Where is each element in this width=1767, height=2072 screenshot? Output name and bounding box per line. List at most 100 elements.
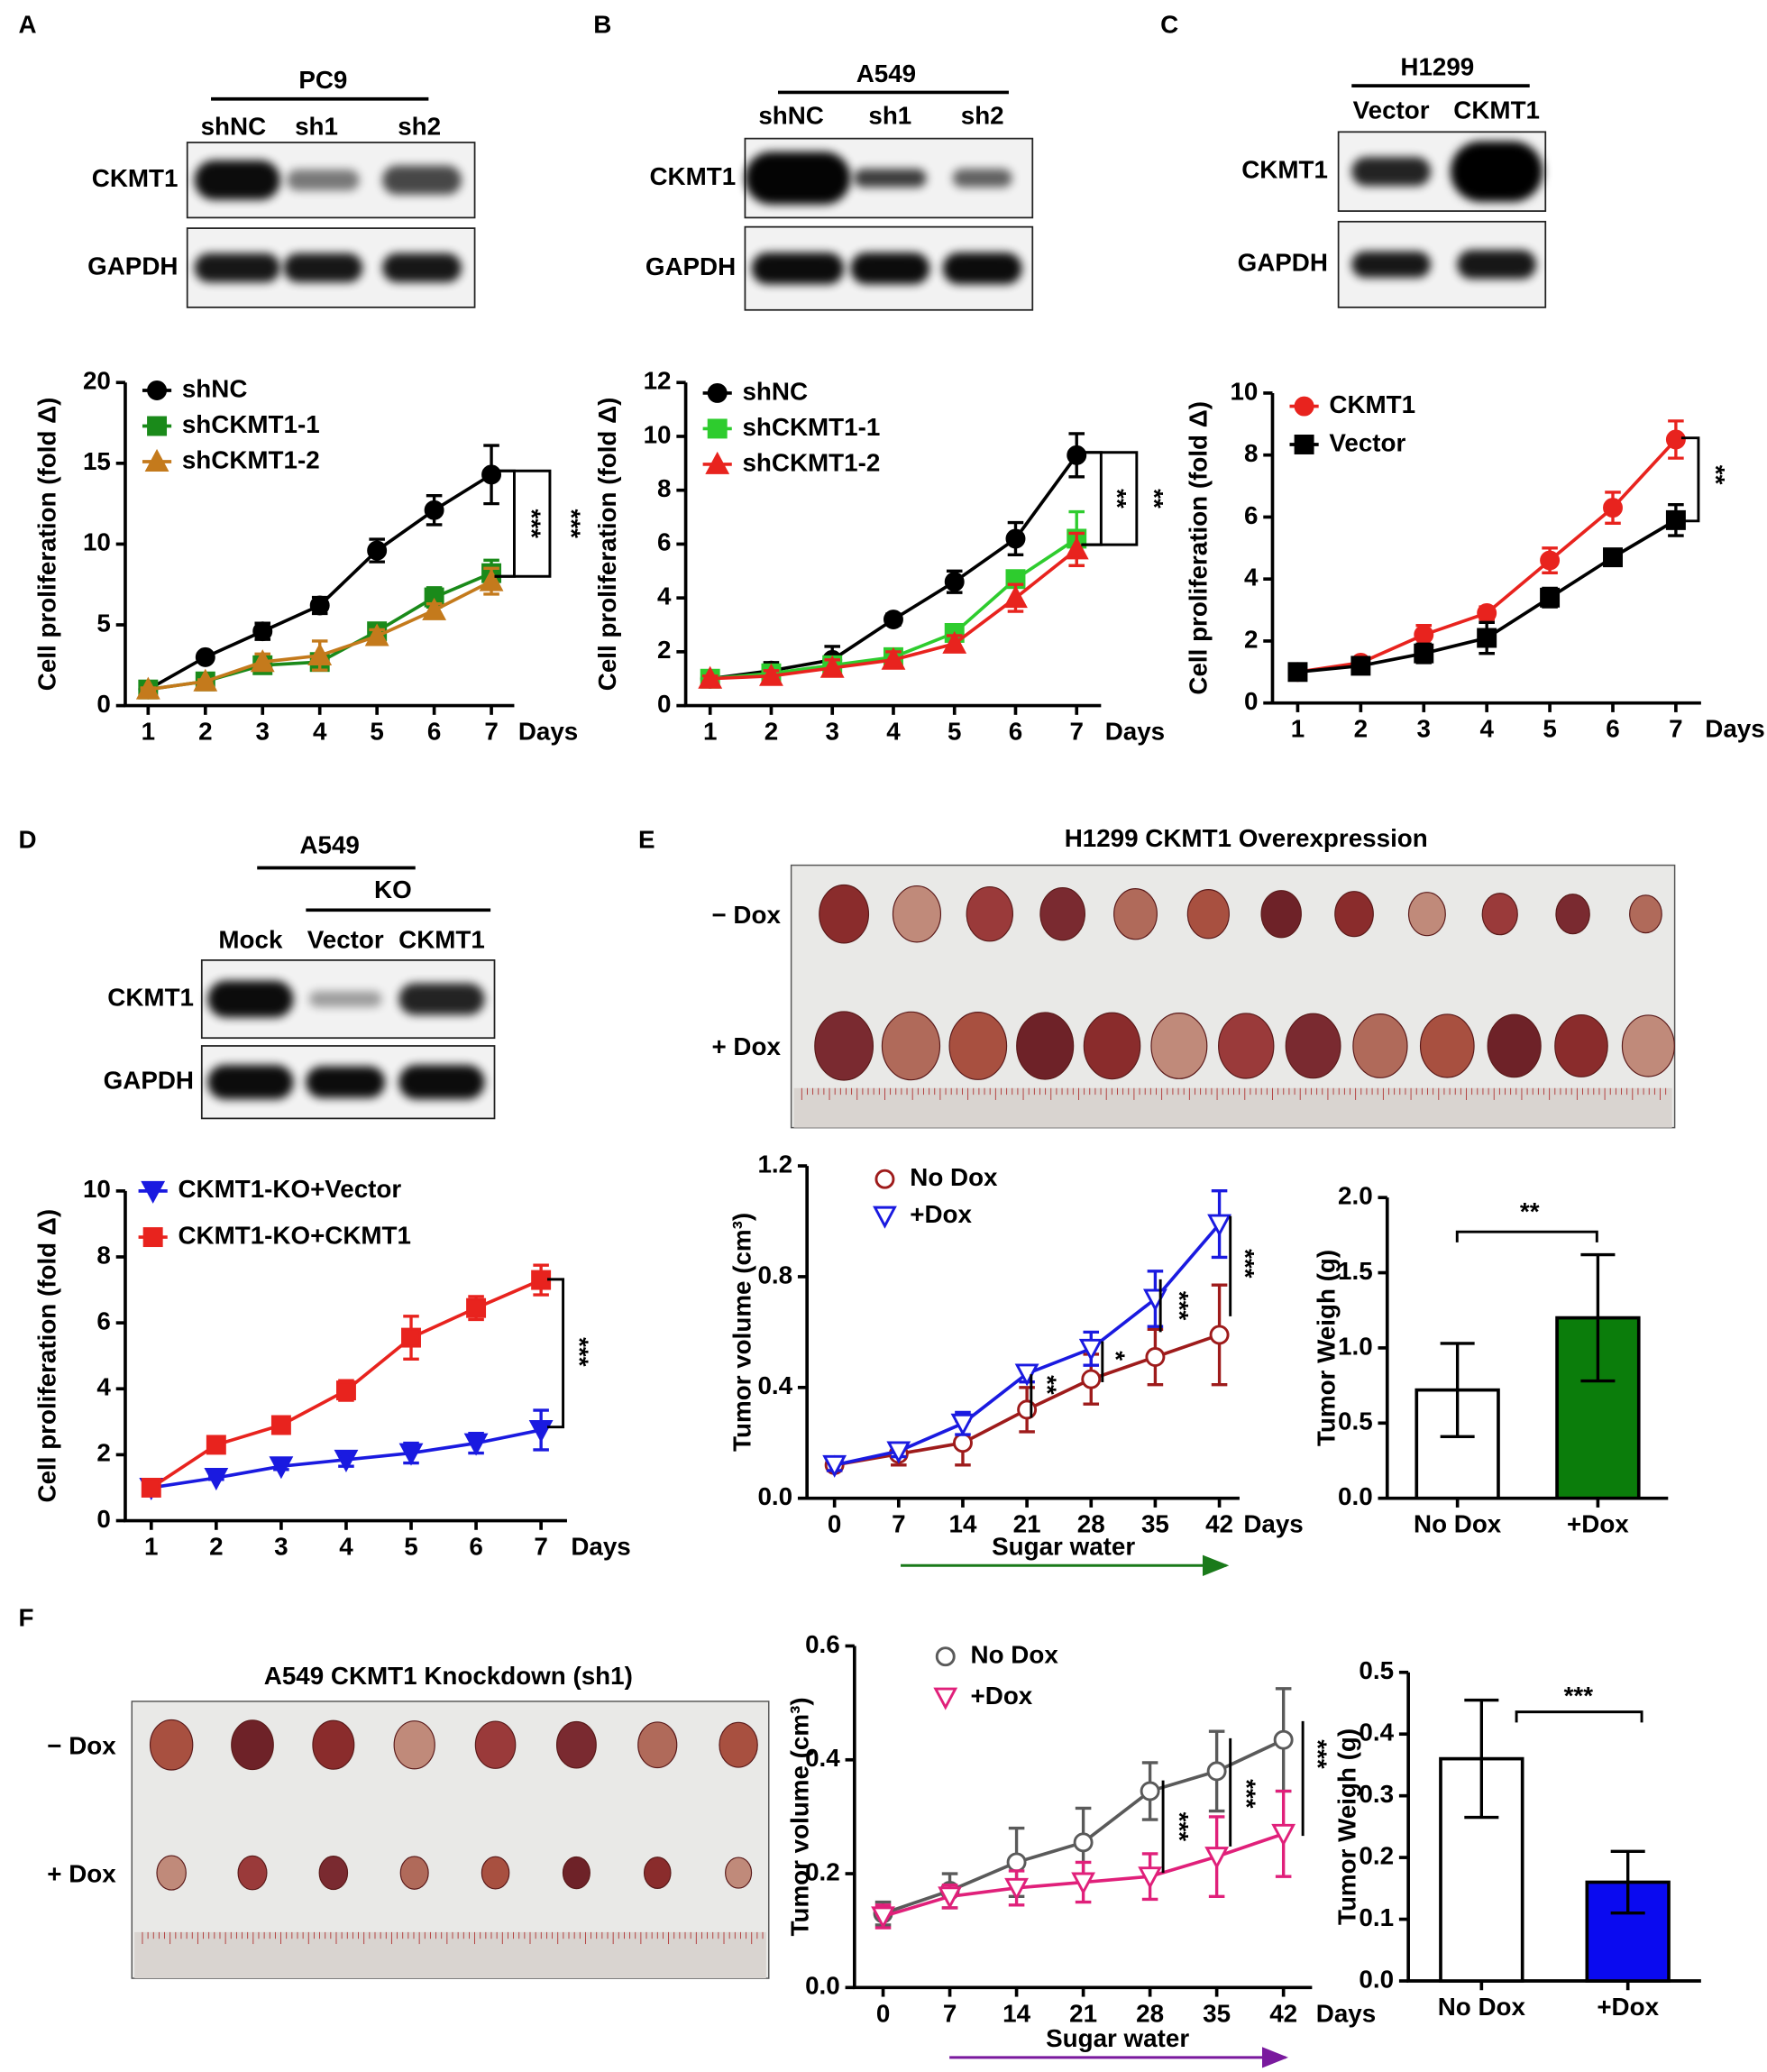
data-point	[1064, 536, 1089, 560]
legend-label: shNC	[182, 374, 248, 402]
data-point	[1477, 628, 1497, 648]
legend-marker	[707, 418, 728, 439]
y-tick-label: 0.8	[757, 1261, 792, 1288]
x-tick-label: 1	[142, 718, 155, 746]
legend-label: CKMT1	[1329, 390, 1415, 418]
lane-label: CKMT1	[398, 926, 485, 954]
x-tick-label: +Dox	[1597, 1993, 1659, 2021]
ruler	[134, 1931, 766, 1979]
data-point	[367, 540, 388, 561]
lane-label: sh2	[961, 102, 1004, 130]
panel-label: B	[593, 11, 611, 39]
x-tick-label: 7	[484, 718, 498, 746]
x-tick-label: 35	[1203, 1999, 1231, 2027]
blot-band	[942, 252, 1022, 285]
x-tick-label: 21	[1013, 1510, 1041, 1538]
significance-label: **	[1140, 489, 1168, 509]
data-point	[334, 1449, 359, 1472]
significance-bracket	[547, 1278, 565, 1429]
y-axis-label: Cell proliferation (fold Δ)	[32, 1209, 60, 1503]
tumor	[1629, 894, 1662, 934]
significance-bracket	[1455, 1230, 1598, 1242]
y-tick-label: 0	[96, 1505, 110, 1533]
legend-marker	[141, 1180, 166, 1204]
y-tick-label: 10	[1230, 377, 1258, 405]
data-point	[1287, 662, 1308, 683]
legend-label: No Dox	[910, 1163, 998, 1191]
y-tick-label: 0.2	[805, 1857, 840, 1885]
data-point	[1414, 643, 1434, 664]
y-tick-label: 2	[657, 636, 671, 664]
legend-label: shCKMT1-1	[742, 413, 880, 441]
tumor	[948, 1012, 1008, 1080]
tumor	[555, 1720, 597, 1769]
x-tick-label: 1	[1291, 715, 1305, 743]
x-tick-label: 28	[1136, 1999, 1164, 2027]
tumor	[399, 1856, 429, 1890]
y-tick-label: 1.0	[1338, 1332, 1373, 1360]
blot-row-label: CKMT1	[1241, 156, 1328, 184]
significance-label: **	[1034, 1375, 1062, 1395]
x-axis-label: Days	[1705, 715, 1764, 743]
tumor	[819, 884, 870, 944]
x-tick-label: 4	[313, 718, 327, 746]
data-point	[1271, 1823, 1296, 1847]
data-point	[424, 500, 444, 520]
data-point	[309, 595, 330, 616]
data-point	[1081, 1369, 1102, 1389]
legend-label: Vector	[1329, 428, 1405, 456]
tumor	[1039, 887, 1085, 941]
legend-label: shNC	[742, 377, 808, 405]
blot-band	[745, 151, 851, 205]
tumor	[1016, 1012, 1075, 1080]
data-point	[1414, 625, 1434, 646]
tumor	[312, 1719, 355, 1770]
x-tick-label: No Dox	[1414, 1510, 1502, 1538]
legend-marker	[873, 1206, 897, 1229]
tumor	[725, 1857, 753, 1889]
y-tick-label: 2.0	[1338, 1182, 1373, 1210]
significance-label: **	[1520, 1197, 1540, 1225]
lane-label: CKMT1	[1453, 96, 1540, 124]
y-tick-label: 10	[83, 528, 111, 556]
legend-marker	[935, 1646, 956, 1667]
significance-label: *	[1103, 1351, 1131, 1361]
blot-band	[1457, 250, 1537, 280]
legend-marker	[147, 380, 168, 400]
data-point	[1003, 585, 1028, 609]
y-tick-label: 20	[83, 367, 111, 395]
data-point	[1273, 1729, 1294, 1750]
panel-label: A	[18, 11, 36, 39]
photo-title: A549 CKMT1 Knockdown (sh1)	[264, 1662, 633, 1690]
blot-row-label: CKMT1	[649, 162, 736, 190]
data-point	[479, 568, 504, 591]
tumor	[1113, 888, 1158, 940]
tumor	[1083, 1012, 1141, 1080]
tumor	[892, 885, 942, 943]
error-bar	[1464, 1698, 1499, 1820]
data-point	[206, 1435, 226, 1455]
blot-row-label: GAPDH	[645, 252, 736, 280]
y-tick-label: 0.3	[1359, 1780, 1394, 1808]
y-tick-label: 0.4	[1359, 1719, 1394, 1747]
y-axis-label: Cell proliferation (fold Δ)	[32, 398, 60, 692]
x-tick-label: 2	[209, 1533, 223, 1561]
arrow-label: Sugar water	[1046, 2024, 1189, 2052]
lane-label: Mock	[218, 926, 283, 954]
x-axis-label: Days	[1316, 1999, 1376, 2027]
x-tick-label: No Dox	[1438, 1993, 1526, 2021]
y-tick-label: 0.5	[1359, 1656, 1394, 1684]
significance-label: ***	[1564, 1682, 1594, 1710]
data-point	[335, 1380, 356, 1401]
tumor	[1352, 1013, 1408, 1078]
data-point	[141, 1478, 161, 1498]
y-tick-label: 6	[96, 1306, 110, 1334]
data-point	[401, 1327, 421, 1348]
y-tick-label: 4	[96, 1373, 111, 1401]
y-tick-label: 0.0	[805, 1972, 840, 2000]
y-tick-label: 0.6	[805, 1630, 840, 1658]
tumor	[1554, 1014, 1608, 1077]
significance-label: **	[1103, 489, 1131, 509]
blot-band	[194, 160, 280, 200]
